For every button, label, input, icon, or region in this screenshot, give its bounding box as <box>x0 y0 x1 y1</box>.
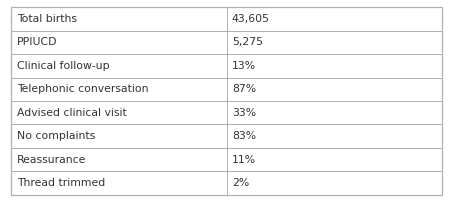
Text: Thread trimmed: Thread trimmed <box>17 178 105 188</box>
Text: 87%: 87% <box>232 84 256 94</box>
Text: 43,605: 43,605 <box>232 14 270 24</box>
Text: Clinical follow-up: Clinical follow-up <box>17 61 109 71</box>
Text: 5,275: 5,275 <box>232 37 263 47</box>
Text: PPIUCD: PPIUCD <box>17 37 57 47</box>
Text: 2%: 2% <box>232 178 249 188</box>
Text: Telephonic conversation: Telephonic conversation <box>17 84 148 94</box>
Text: 11%: 11% <box>232 155 256 165</box>
Text: 83%: 83% <box>232 131 256 141</box>
Text: Reassurance: Reassurance <box>17 155 86 165</box>
Text: 33%: 33% <box>232 108 256 118</box>
Text: Advised clinical visit: Advised clinical visit <box>17 108 126 118</box>
Text: Total births: Total births <box>17 14 77 24</box>
Text: 13%: 13% <box>232 61 256 71</box>
Text: No complaints: No complaints <box>17 131 95 141</box>
